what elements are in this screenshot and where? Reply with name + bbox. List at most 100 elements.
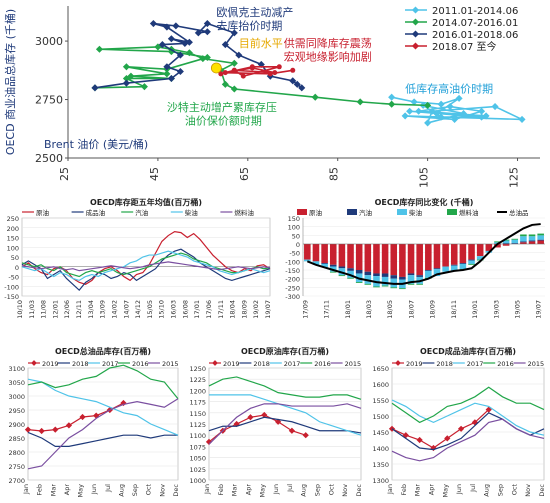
y-tick-label: 1600 <box>372 381 389 389</box>
bar-segment-0 <box>450 244 458 265</box>
x-tick-label: Jun <box>455 484 463 495</box>
y-tick-label: 1075 <box>189 443 206 451</box>
x-tick-label: 17/09 <box>301 300 309 319</box>
series-line-4 <box>27 398 179 470</box>
y-tick-label: 1300 <box>372 477 389 485</box>
y-tick-label: 2850 <box>8 435 25 443</box>
y-tick-label: 150 <box>288 215 300 223</box>
series-point-3 <box>218 71 224 77</box>
series-point-0 <box>247 414 254 421</box>
y-tick-label: 100 <box>288 224 300 232</box>
bar-segment-2 <box>502 240 510 244</box>
x-tick-label: 19/01 <box>471 300 479 319</box>
bar-segment-2 <box>537 235 544 240</box>
series-point-1 <box>140 83 148 91</box>
bar-segment-2 <box>321 263 328 268</box>
series-point-2 <box>176 51 184 59</box>
y-tick-label: 250 <box>7 215 19 223</box>
bar-segment-0 <box>312 244 320 262</box>
x-tick-label: 19/02 <box>252 300 260 319</box>
series-point-0 <box>460 110 468 118</box>
total-inventory-chart: OECD总油品库存(百万桶) 2700 2750 2800 2850 2900 2950 30… <box>8 346 180 498</box>
x-tick-label: 17/06 <box>205 300 213 319</box>
y-tick-label: 2900 <box>8 421 25 429</box>
bar-segment-0 <box>407 244 415 274</box>
series-point-0 <box>24 426 32 433</box>
legend-label-3: 2016 <box>132 360 149 368</box>
x-tick-label: 18/04 <box>229 300 237 319</box>
product-inventory-chart: OECD成品油库存(百万桶) 1300 1350 1400 1450 1500 1550 16… <box>372 346 546 497</box>
x-tick-label: Feb <box>400 484 408 496</box>
x-tick-label: 18/01 <box>344 300 352 319</box>
legend-label-2: 2016.01-2018.06 <box>432 30 518 41</box>
x-tick-label: 18/09 <box>429 300 437 319</box>
y-tick-label: 3000 <box>35 35 63 48</box>
x-tick-label: May <box>258 484 266 498</box>
bar-segment-3 <box>390 287 398 289</box>
legend-marker-0 <box>411 6 420 14</box>
bar-segment-0 <box>373 244 380 274</box>
y-tick-label: 3050 <box>8 379 25 387</box>
series-point-2 <box>298 84 306 92</box>
bar-segment-2 <box>407 275 415 284</box>
x-tick-label: Aug <box>483 484 491 497</box>
series-point-0 <box>437 113 445 121</box>
bar-segment-2 <box>459 263 467 270</box>
y-tick-label: 1200 <box>189 387 206 395</box>
bar-segment-1 <box>373 273 380 277</box>
x-tick-label: Mar <box>49 484 57 497</box>
series-point-1 <box>311 93 319 101</box>
series-point-3 <box>290 67 296 73</box>
bar-segment-0 <box>425 244 432 270</box>
bar-segment-3 <box>494 241 501 243</box>
x-tick-label: Oct <box>327 484 335 496</box>
bar-segment-0 <box>494 244 501 248</box>
legend-label-1: 2014.07-2016.01 <box>432 18 518 29</box>
series-point-2 <box>203 20 211 28</box>
x-tick-label: Jun <box>90 484 98 495</box>
legend-label-2: 2017 <box>284 360 301 368</box>
bar-segment-3 <box>364 283 372 285</box>
y-tick-label: 1175 <box>189 399 206 407</box>
series-point-0 <box>478 107 486 115</box>
bar-segment-2 <box>520 236 527 242</box>
bar-segment-3 <box>381 285 389 287</box>
bar-segment-1 <box>537 239 544 241</box>
x-tick-label: 15/05 <box>146 300 154 319</box>
bar-segment-0 <box>476 244 484 257</box>
chart-annotation: 目前水平 <box>239 36 283 50</box>
bar-segment-0 <box>329 244 337 265</box>
bar-segment-0 <box>485 244 493 251</box>
y-tick-label: 3100 <box>8 365 25 373</box>
legend-swatch-0 <box>297 209 307 215</box>
bar-segment-2 <box>425 270 432 278</box>
x-tick-label: May <box>77 484 85 498</box>
x-tick-label: 10/10 <box>16 300 24 319</box>
bar-segment-2 <box>468 260 475 264</box>
legend-label-2: 柴油 <box>409 208 422 217</box>
x-tick-label: Jan <box>203 484 211 495</box>
y-tick-label: -250 <box>285 284 300 292</box>
series-point-1 <box>185 49 193 57</box>
series-point-0 <box>288 427 296 434</box>
x-tick-label: 12/06 <box>63 300 71 319</box>
y-tick-label: 2800 <box>8 449 25 457</box>
series-line-2 <box>391 399 545 436</box>
x-tick-label: Mar <box>414 484 422 497</box>
bar-segment-3 <box>416 283 423 285</box>
series-point-2 <box>172 22 180 30</box>
x-tick-label: 18/03 <box>365 300 373 319</box>
legend-label-0: 2019 <box>406 360 423 368</box>
series-point-0 <box>401 112 409 120</box>
legend-label-0: 2011.01-2014.06 <box>432 6 518 17</box>
series-point-2 <box>176 67 184 76</box>
series-point-0 <box>65 422 73 429</box>
series-line-3 <box>391 386 545 424</box>
legend-label-2: 2017 <box>467 360 484 368</box>
bar-segment-0 <box>502 244 510 246</box>
chart-title: OECD成品油库存(百万桶) <box>420 346 516 356</box>
series-point-0 <box>38 427 45 435</box>
series-point-1 <box>203 53 211 61</box>
y-tick-label: 1500 <box>372 413 389 421</box>
x-tick-label: Dec <box>172 484 180 497</box>
